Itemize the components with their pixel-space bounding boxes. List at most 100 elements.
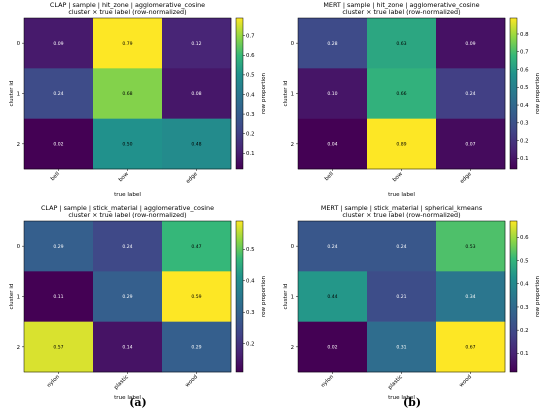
x-tick-label: bell — [324, 171, 335, 182]
cell-value-label: 0.24 — [53, 91, 63, 97]
cell-value-label: 0.14 — [122, 344, 132, 350]
heatmap-cell — [436, 221, 506, 272]
colorbar-tick-label: 0.2 — [246, 341, 255, 347]
y-axis-label: cluster id — [9, 283, 15, 309]
y-tick-label: 1 — [291, 295, 294, 301]
y-tick-label: 0 — [17, 244, 21, 250]
heatmap-cell — [298, 18, 368, 69]
y-tick-label: 2 — [17, 142, 20, 148]
heatmap-panel-3: CLAP | sample | stick_material | agglome… — [9, 204, 267, 401]
heatmap-cell — [298, 68, 368, 119]
colorbar-tick-label: 0.3 — [246, 310, 255, 316]
cell-value-label: 0.31 — [396, 344, 406, 350]
y-tick-label: 2 — [291, 345, 294, 351]
cell-value-label: 0.24 — [396, 244, 406, 250]
y-axis-label: cluster id — [283, 283, 289, 309]
colorbar-tick-label: 0.7 — [246, 33, 255, 39]
panel-subtitle: cluster × true label (row-normalized) — [342, 211, 460, 219]
heatmap-panel-2: MERT | sample | hit_zone | agglomerative… — [283, 1, 541, 198]
cell-value-label: 0.08 — [191, 91, 201, 97]
cell-value-label: 0.67 — [465, 344, 475, 350]
panel-subtitle: cluster × true label (row-normalized) — [68, 211, 186, 219]
panel-subtitle: cluster × true label (row-normalized) — [342, 8, 460, 16]
colorbar-tick-label: 0.5 — [520, 85, 529, 91]
heatmap-cell — [24, 321, 94, 373]
heatmap-cell — [93, 271, 163, 322]
cell-value-label: 0.57 — [53, 344, 63, 350]
cell-value-label: 0.24 — [465, 91, 475, 97]
colorbar-tick-label: 0.8 — [520, 32, 529, 38]
cell-value-label: 0.04 — [327, 141, 337, 147]
caption-b: (b) — [403, 396, 421, 409]
heatmap-panel-1: CLAP | sample | hit_zone | agglomerative… — [9, 1, 267, 198]
colorbar-tick-label: 0.4 — [246, 279, 255, 285]
colorbar-tick-label: 0.3 — [520, 121, 529, 127]
heatmap-cell — [162, 68, 232, 119]
y-axis-label: cluster id — [283, 80, 289, 106]
heatmap-cell — [298, 118, 368, 170]
cell-value-label: 0.07 — [465, 141, 475, 147]
cell-value-label: 0.47 — [191, 244, 201, 250]
heatmap-cell — [24, 68, 94, 119]
cell-value-label: 0.59 — [191, 294, 201, 300]
colorbar-tick-label: 0.1 — [246, 151, 255, 157]
colorbar-tick-label: 0.6 — [520, 67, 529, 73]
heatmap-cell — [93, 221, 163, 272]
heatmap-cell — [24, 118, 94, 170]
x-tick-label: bow — [118, 171, 131, 184]
y-axis-label: cluster id — [9, 80, 15, 106]
cell-value-label: 0.79 — [122, 41, 132, 47]
panel-title: CLAP | sample | hit_zone | agglomerative… — [50, 1, 205, 9]
colorbar-label: row proportion — [261, 73, 267, 115]
heatmap-cell — [162, 118, 232, 170]
x-tick-label: plastic — [387, 374, 404, 391]
colorbar-tick-label: 0.1 — [520, 156, 529, 162]
heatmap-cell — [436, 271, 506, 322]
cell-value-label: 0.29 — [53, 244, 63, 250]
heatmap-cell — [367, 321, 437, 373]
panel-title: MERT | sample | hit_zone | agglomerative… — [323, 1, 479, 9]
colorbar — [509, 220, 518, 373]
y-tick-label: 0 — [17, 41, 21, 47]
colorbar-tick-label: 0.5 — [520, 258, 529, 264]
x-tick-label: bow — [392, 171, 405, 184]
y-tick-label: 0 — [291, 41, 295, 47]
y-tick-label: 0 — [291, 244, 295, 250]
heatmap-cell — [93, 118, 163, 170]
heatmap-cell — [162, 271, 232, 322]
x-tick-label: bell — [50, 171, 61, 182]
cell-value-label: 0.02 — [327, 344, 337, 350]
heatmap-panel-4: MERT | sample | stick_material | spheric… — [283, 204, 541, 401]
cell-value-label: 0.34 — [465, 294, 475, 300]
heatmap-cell — [367, 118, 437, 170]
colorbar-label: row proportion — [535, 276, 541, 318]
heatmap-cell — [298, 321, 368, 373]
heatmap-cell — [162, 18, 232, 69]
x-tick-label: nylon — [320, 374, 335, 389]
y-tick-label: 1 — [291, 92, 294, 98]
y-tick-label: 1 — [17, 295, 20, 301]
colorbar-tick-label: 0.4 — [520, 103, 529, 109]
colorbar-tick-label: 0.1 — [520, 351, 529, 357]
cell-value-label: 0.11 — [53, 294, 63, 300]
heatmap-cell — [298, 221, 368, 272]
heatmap-cell — [24, 221, 94, 272]
cell-value-label: 0.29 — [191, 344, 201, 350]
y-tick-label: 1 — [17, 92, 20, 98]
heatmap-panels: CLAP | sample | hit_zone | agglomerative… — [9, 1, 541, 401]
caption-a: (a) — [129, 396, 147, 409]
heatmap-cell — [436, 118, 506, 170]
colorbar — [235, 220, 244, 373]
panel-title: CLAP | sample | stick_material | agglome… — [41, 204, 214, 212]
heatmap-cell — [367, 68, 437, 119]
y-tick-label: 2 — [17, 345, 20, 351]
heatmap-cell — [367, 271, 437, 322]
heatmap-cell — [367, 18, 437, 69]
cell-value-label: 0.09 — [465, 41, 475, 47]
colorbar-tick-label: 0.3 — [520, 305, 529, 311]
heatmap-cell — [298, 271, 368, 322]
cell-value-label: 0.12 — [191, 41, 201, 47]
heatmap-cell — [93, 321, 163, 373]
x-tick-label: edge — [185, 171, 199, 185]
cell-value-label: 0.44 — [327, 294, 337, 300]
